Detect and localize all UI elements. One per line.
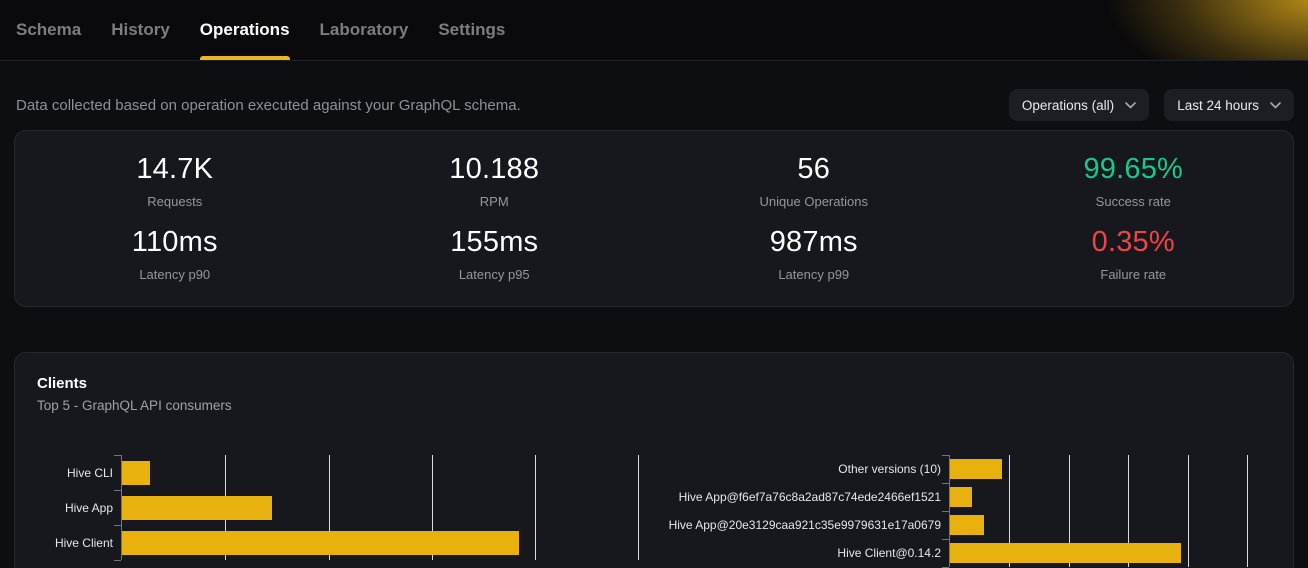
gridline: [1247, 455, 1249, 567]
tab-settings[interactable]: Settings: [438, 20, 506, 39]
top-navigation: Schema History Operations Laboratory Set…: [0, 0, 1308, 61]
stat-unique-operations: 56 Unique Operations: [654, 153, 974, 209]
bar[interactable]: [122, 495, 272, 520]
stat-latency-p99: 987ms Latency p99: [654, 226, 974, 282]
gridline: [535, 455, 537, 560]
axis-tick: [114, 490, 121, 491]
chart-plot-area: [942, 455, 1271, 568]
chevron-down-icon: [1270, 101, 1281, 109]
tab-operations[interactable]: Operations: [199, 0, 290, 60]
chevron-down-icon: [1125, 101, 1136, 109]
axis-tick: [942, 511, 949, 512]
stat-failure-rate: 0.35% Failure rate: [974, 226, 1294, 282]
tab-history[interactable]: History: [111, 20, 170, 39]
bar[interactable]: [122, 530, 519, 555]
stat-value: 155ms: [450, 225, 539, 258]
stat-label: Requests: [147, 194, 203, 210]
bar-category-label: Hive Client@0.14.2: [837, 546, 941, 560]
bar[interactable]: [122, 460, 150, 485]
time-range-label: Last 24 hours: [1177, 97, 1259, 113]
tab-schema[interactable]: Schema: [16, 20, 82, 39]
stat-label: Latency p90: [139, 266, 211, 282]
axis-tick: [942, 483, 949, 484]
stat-label: Latency p95: [458, 266, 530, 282]
bar-category-label: Hive App@20e3129caa921c35e9979631e17a067…: [668, 518, 941, 532]
stat-latency-p90: 110ms Latency p90: [15, 226, 335, 282]
gridline: [1187, 455, 1189, 567]
stat-latency-p95: 155ms Latency p95: [335, 226, 655, 282]
client-versions-bar-chart: Other versions (10) Hive App@f6ef7a76c8a2…: [668, 455, 1271, 568]
gridline: [1009, 455, 1011, 567]
stat-value: 987ms: [769, 225, 858, 258]
stat-value: 56: [797, 153, 831, 186]
axis-tick: [114, 560, 121, 561]
bar[interactable]: [950, 515, 984, 535]
axis-tick: [114, 455, 121, 456]
operations-filter-label: Operations (all): [1021, 97, 1115, 113]
gridline: [431, 455, 433, 560]
stat-label: Latency p99: [778, 266, 850, 282]
clients-bar-chart: Hive CLI Hive App Hive Client: [37, 455, 659, 567]
bar[interactable]: [950, 459, 1002, 479]
gridline: [328, 455, 330, 560]
gridline: [1128, 455, 1130, 567]
bar-category-label: Hive App: [64, 500, 113, 515]
bar[interactable]: [950, 543, 1181, 563]
toolbar: Data collected based on operation execut…: [16, 89, 1294, 121]
bar[interactable]: [950, 487, 972, 507]
stat-value: 10.188: [449, 153, 540, 186]
time-range-button[interactable]: Last 24 hours: [1164, 89, 1294, 121]
filters: Operations (all) Last 24 hours: [1008, 89, 1294, 121]
stat-value: 0.35%: [1091, 225, 1175, 258]
operations-filter-button[interactable]: Operations (all): [1008, 89, 1150, 121]
clients-card-subtitle: Top 5 - GraphQL API consumers: [37, 398, 232, 413]
bar-category-label: Hive App@f6ef7a76c8a2ad87c74ede2466ef152…: [678, 490, 941, 504]
axis-tick: [114, 525, 121, 526]
axis-tick: [942, 539, 949, 540]
clients-card-title: Clients: [37, 375, 88, 392]
stat-value: 110ms: [131, 225, 218, 258]
stat-label: Unique Operations: [759, 194, 868, 210]
chart-category-labels: Other versions (10) Hive App@f6ef7a76c8a2…: [668, 455, 949, 567]
gridline: [638, 455, 640, 560]
stat-label: Failure rate: [1100, 266, 1167, 282]
chart-category-labels: Hive CLI Hive App Hive Client: [37, 455, 121, 567]
stat-value: 14.7K: [136, 153, 214, 186]
clients-card: Clients Top 5 - GraphQL API consumers Hi…: [14, 352, 1294, 568]
gridline: [1068, 455, 1070, 567]
stat-label: RPM: [479, 194, 509, 210]
chart-plot-area: [114, 455, 659, 561]
stats-summary-card: 14.7K Requests 10.188 RPM 56 Unique Oper…: [14, 130, 1294, 307]
page-description: Data collected based on operation execut…: [16, 96, 521, 114]
charts-row: Hive CLI Hive App Hive Client Other versio…: [37, 455, 1271, 568]
stat-label: Success rate: [1095, 194, 1171, 210]
stat-success-rate: 99.65% Success rate: [974, 153, 1294, 209]
bar-category-label: Other versions (10): [838, 462, 941, 476]
bar-category-label: Hive CLI: [66, 465, 113, 480]
bar-category-label: Hive Client: [54, 535, 113, 550]
axis-tick: [942, 455, 949, 456]
stat-requests: 14.7K Requests: [15, 153, 335, 209]
stat-rpm: 10.188 RPM: [335, 153, 655, 209]
stat-value: 99.65%: [1083, 153, 1184, 186]
tab-laboratory[interactable]: Laboratory: [319, 20, 409, 39]
